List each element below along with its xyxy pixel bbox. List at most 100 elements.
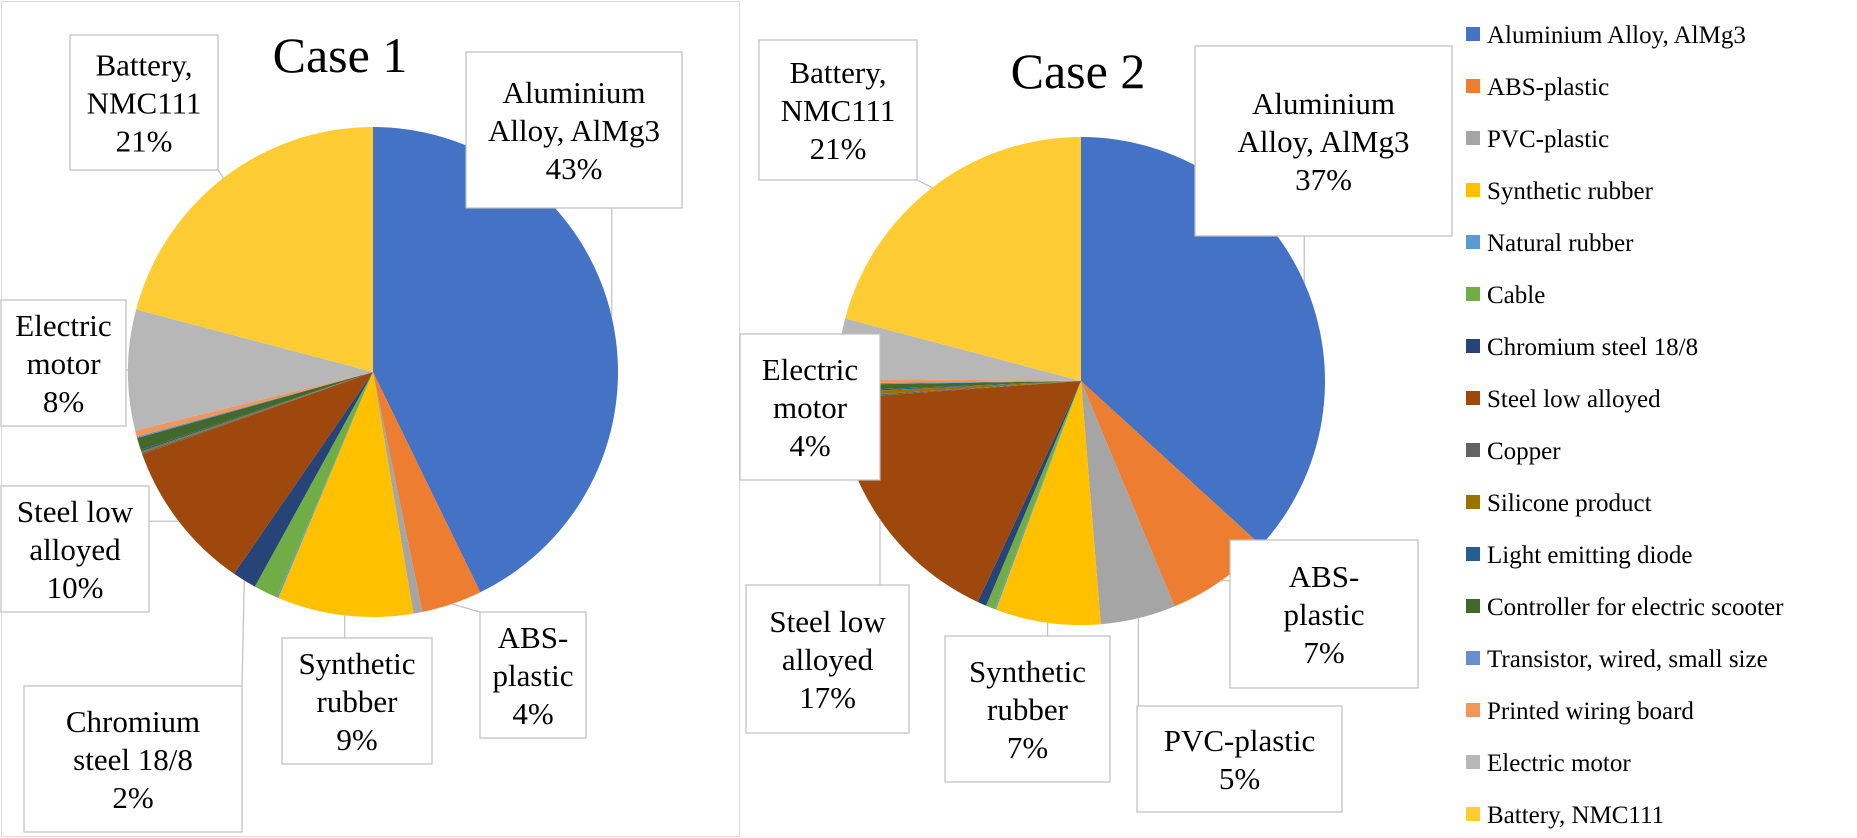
callout-label-line: Alloy, AlMg3: [1238, 124, 1410, 159]
callout-label-line: alloyed: [782, 642, 874, 677]
callout-label-line: ABS-: [498, 620, 569, 655]
case-1-slice-pvc-plastic: [373, 372, 423, 614]
legend-label: Silicone product: [1487, 490, 1652, 517]
callout-label-line: NMC111: [87, 86, 202, 121]
case-1-slice-abs-plastic: [373, 372, 481, 612]
callout-label-line: 9%: [336, 722, 377, 757]
legend-swatch: [1466, 703, 1480, 717]
case-2-slice-aluminium-alloy-almg3: [1081, 137, 1326, 546]
callout-label-line: motor: [26, 346, 101, 381]
legend-entry-copper: Copper: [1466, 438, 1561, 465]
callout-label-line: Chromium: [66, 704, 200, 739]
legend-label: Battery, NMC111: [1487, 802, 1664, 829]
callout-leader-line: [916, 179, 933, 189]
case-2-slice-chromium-steel-18-8: [977, 381, 1081, 606]
legend-swatch: [1466, 547, 1480, 561]
case-2-slice-controller-for-electric-scooter: [837, 381, 1081, 391]
legend-label: ABS-plastic: [1487, 74, 1609, 101]
case-2-slice-battery-nmc111: [845, 137, 1081, 381]
callout-box: [479, 611, 587, 739]
callout-box: [281, 637, 433, 765]
legend-entry-aluminium-alloy-almg3: Aluminium Alloy, AlMg3: [1466, 22, 1746, 49]
case-2-slice-pvc-plastic: [1081, 381, 1175, 625]
legend-label: PVC-plastic: [1487, 126, 1609, 153]
case-1-title: Case 1: [273, 27, 408, 83]
case-2-slice-transistor-wired-small-size: [837, 381, 1081, 385]
legend-label: Steel low alloyed: [1487, 386, 1661, 413]
legend-entry-light-emitting-diode: Light emitting diode: [1466, 542, 1693, 569]
callout-box: [739, 333, 881, 481]
case-1-slices: [127, 127, 619, 618]
legend-swatch: [1466, 599, 1480, 613]
callout-label-line: Synthetic: [298, 646, 415, 681]
legend-swatch: [1466, 495, 1480, 509]
legend-swatch: [1466, 391, 1480, 405]
legend-label: Cable: [1487, 282, 1545, 309]
callout-label-line: 17%: [799, 680, 856, 715]
legend-swatch: [1466, 287, 1480, 301]
callout-box: [745, 584, 910, 734]
case-1-slice-light-emitting-diode: [140, 372, 373, 452]
legend-entry-steel-low-alloyed: Steel low alloyed: [1466, 386, 1661, 413]
legend-label: Electric motor: [1487, 750, 1631, 777]
callout-label-line: 4%: [789, 428, 830, 463]
legend-entry-controller-for-electric-scooter: Controller for electric scooter: [1466, 594, 1784, 621]
legend-entry-natural-rubber: Natural rubber: [1466, 230, 1634, 257]
case-2-slice-light-emitting-diode: [837, 381, 1081, 393]
case-1-slice-steel-low-alloyed: [142, 372, 373, 574]
callout-box: [1194, 45, 1453, 237]
case-1-slice-aluminium-alloy-almg3: [373, 127, 619, 593]
callout-label-line: Synthetic: [969, 654, 1086, 689]
case-2-slice-silicone-product: [837, 381, 1081, 397]
legend-entry-transistor-wired-small-size: Transistor, wired, small size: [1466, 646, 1768, 673]
legend-entry-battery-nmc111: Battery, NMC111: [1466, 802, 1664, 829]
legend-swatch: [1466, 443, 1480, 457]
case-2-slice-printed-wiring-board: [836, 378, 1081, 384]
case-1-slice-electric-motor: [127, 309, 373, 431]
legend-label: Copper: [1487, 438, 1561, 465]
legend-entry-printed-wiring-board: Printed wiring board: [1466, 698, 1694, 725]
legend-label: Printed wiring board: [1487, 698, 1694, 725]
legend-label: Aluminium Alloy, AlMg3: [1487, 22, 1746, 49]
case-1-slice-battery-nmc111: [136, 127, 373, 372]
callout-label-line: 21%: [116, 124, 173, 159]
case-2-slice-natural-rubber: [994, 381, 1081, 610]
callout-label-line: PVC-plastic: [1164, 723, 1316, 758]
legend-swatch: [1466, 27, 1480, 41]
legend-swatch: [1466, 807, 1480, 821]
case-1-slice-controller-for-electric-scooter: [137, 372, 373, 450]
callout-label-line: 10%: [47, 570, 104, 605]
callout-label-line: 4%: [512, 696, 553, 731]
case-1-slice-copper: [141, 372, 373, 455]
callout-label-line: Battery,: [96, 48, 193, 83]
callout-box: [0, 299, 127, 427]
callout-box: [69, 34, 219, 171]
callout-label-line: steel 18/8: [73, 742, 193, 777]
case-2-slice-cable: [986, 381, 1081, 610]
case-2-slice-copper: [837, 381, 1081, 399]
callout-label-line: Steel low: [17, 494, 134, 529]
legend-entry-cable: Cable: [1466, 282, 1545, 309]
callout-label-line: plastic: [1284, 597, 1365, 632]
legend-label: Transistor, wired, small size: [1487, 646, 1768, 673]
legend-entry-electric-motor: Electric motor: [1466, 750, 1631, 777]
legend-label: Light emitting diode: [1487, 542, 1693, 569]
callout-box: [0, 485, 150, 613]
case-1-slice-cable: [254, 372, 373, 598]
callout-label-line: 21%: [810, 131, 867, 166]
legend-swatch: [1466, 183, 1480, 197]
legend-label: Chromium steel 18/8: [1487, 334, 1698, 361]
callout-label-line: Battery,: [790, 55, 887, 90]
case-2-slices: [836, 137, 1326, 626]
